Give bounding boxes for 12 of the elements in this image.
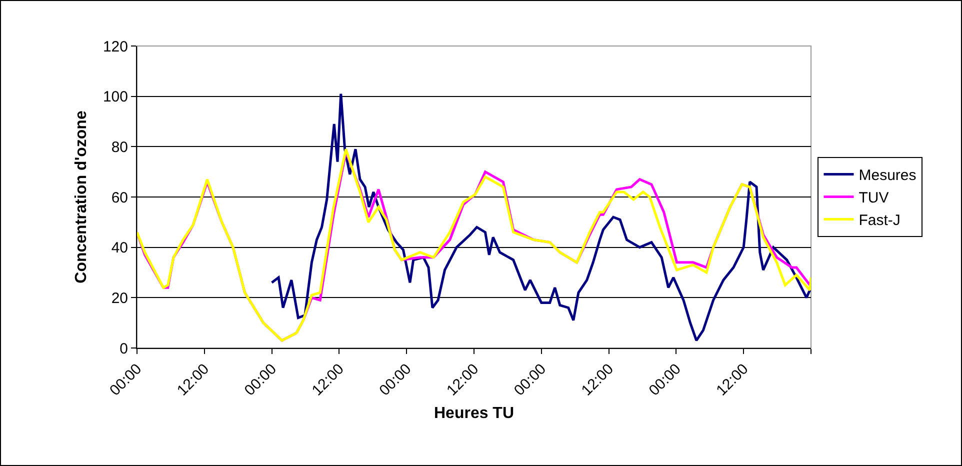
y-axis-title: Concentration d'ozone: [72, 110, 90, 284]
y-tick-label: 80: [111, 138, 128, 156]
y-tick-label: 20: [111, 290, 128, 307]
legend-label: Mesures: [858, 167, 916, 184]
y-tick-label: 120: [102, 38, 128, 56]
y-tick-label: 0: [120, 340, 128, 358]
y-tick-label: 40: [111, 240, 128, 257]
legend-label: Fast-J: [858, 212, 900, 230]
y-tick-label: 100: [102, 88, 128, 106]
y-tick-label: 60: [111, 189, 128, 206]
legend-label: TUV: [858, 190, 889, 207]
x-axis-title: Heures TU: [434, 404, 514, 422]
